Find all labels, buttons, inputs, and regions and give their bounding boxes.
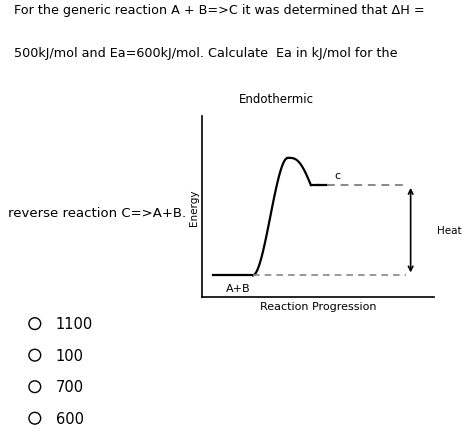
Text: c: c [333,170,339,180]
Text: 500kJ/mol and Ea=600kJ/mol. Calculate  Ea in kJ/mol for the: 500kJ/mol and Ea=600kJ/mol. Calculate Ea… [14,47,397,60]
Text: reverse reaction C=>A+B.: reverse reaction C=>A+B. [8,206,186,219]
Text: Heat Input: Heat Input [436,226,463,236]
Text: A+B: A+B [225,283,250,293]
Text: 600: 600 [56,411,83,426]
Text: 1100: 1100 [56,316,93,331]
Text: 100: 100 [56,348,83,363]
Text: 700: 700 [56,379,84,394]
Y-axis label: Energy: Energy [188,189,199,225]
Text: Endothermic: Endothermic [238,92,313,105]
Text: For the generic reaction A + B=>C it was determined that ΔH =: For the generic reaction A + B=>C it was… [14,3,424,16]
X-axis label: Reaction Progression: Reaction Progression [259,302,375,312]
